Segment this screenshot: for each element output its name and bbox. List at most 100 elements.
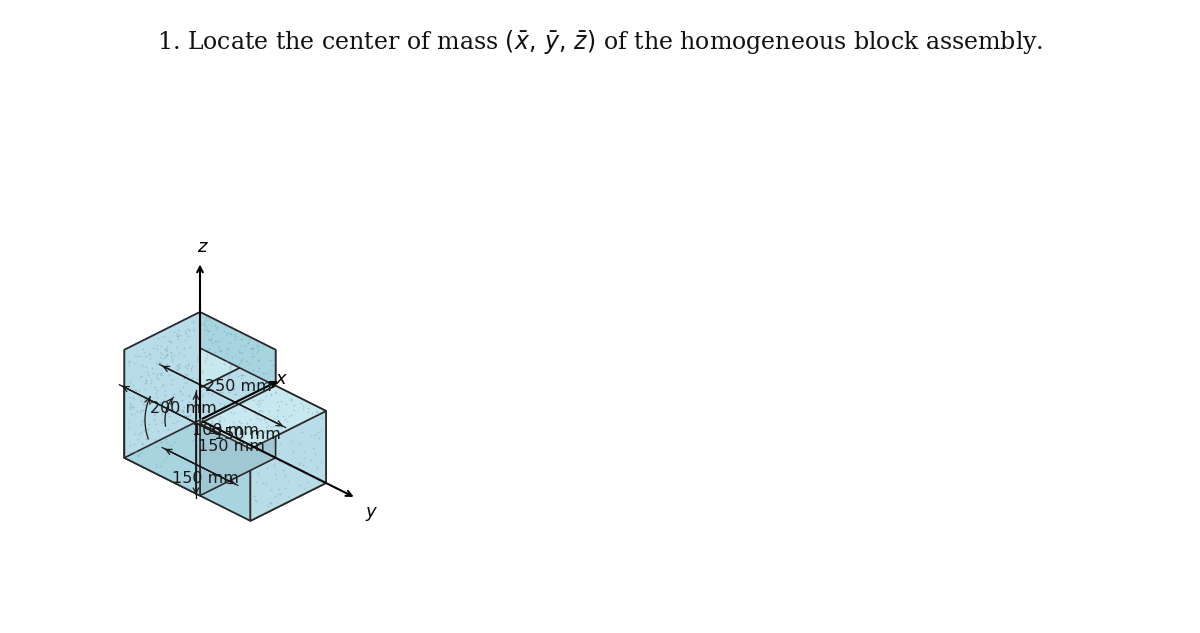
Point	[164, 389, 184, 399]
Point	[215, 414, 234, 424]
Point	[244, 395, 263, 405]
Point	[222, 406, 241, 417]
Point	[222, 352, 241, 362]
Point	[151, 387, 170, 397]
Point	[161, 371, 180, 381]
Point	[179, 363, 198, 373]
Point	[155, 330, 174, 341]
Point	[158, 408, 178, 418]
Point	[138, 370, 157, 380]
Point	[262, 441, 281, 451]
Point	[151, 370, 170, 380]
Point	[121, 400, 140, 410]
Point	[162, 382, 181, 392]
Point	[245, 408, 264, 418]
Point	[158, 384, 178, 394]
Point	[179, 324, 198, 334]
Point	[175, 326, 194, 336]
Point	[302, 408, 322, 418]
Point	[274, 411, 293, 422]
Point	[278, 476, 298, 486]
Point	[174, 350, 193, 360]
Point	[239, 334, 258, 344]
Point	[168, 331, 187, 341]
Point	[163, 418, 182, 428]
Point	[270, 448, 289, 458]
Point	[284, 404, 304, 415]
Point	[139, 389, 158, 399]
Point	[203, 417, 222, 427]
Point	[310, 434, 329, 444]
Point	[301, 454, 320, 465]
Point	[168, 341, 187, 351]
Point	[144, 376, 163, 386]
Point	[208, 363, 227, 373]
Point	[175, 378, 194, 388]
Point	[247, 413, 266, 423]
Point	[190, 406, 209, 416]
Point	[263, 420, 282, 430]
Point	[124, 380, 143, 390]
Point	[182, 361, 202, 372]
Point	[143, 363, 162, 373]
Point	[184, 401, 203, 411]
Point	[262, 485, 281, 495]
Point	[260, 365, 280, 375]
Point	[155, 443, 174, 453]
Polygon shape	[125, 348, 326, 449]
Point	[294, 447, 313, 457]
Point	[252, 432, 271, 442]
Point	[175, 403, 194, 413]
Point	[210, 387, 229, 397]
Point	[127, 385, 146, 396]
Point	[146, 388, 166, 398]
Point	[223, 427, 242, 437]
Point	[260, 498, 280, 508]
Point	[251, 430, 270, 440]
Point	[257, 463, 276, 473]
Point	[120, 439, 139, 449]
Point	[162, 346, 181, 356]
Point	[185, 398, 204, 408]
Point	[196, 354, 215, 364]
Point	[150, 358, 169, 368]
Point	[185, 404, 204, 414]
Point	[164, 384, 184, 394]
Point	[173, 389, 192, 399]
Point	[294, 401, 313, 411]
Point	[244, 351, 263, 361]
Point	[143, 343, 162, 353]
Point	[172, 410, 191, 420]
Point	[214, 358, 233, 368]
Point	[239, 437, 258, 448]
Point	[202, 398, 221, 408]
Point	[270, 401, 289, 411]
Point	[124, 402, 143, 412]
Point	[163, 467, 182, 477]
Point	[178, 396, 197, 406]
Point	[186, 460, 205, 470]
Point	[160, 370, 179, 380]
Point	[247, 435, 266, 445]
Point	[174, 342, 193, 353]
Point	[260, 429, 280, 439]
Point	[131, 370, 150, 380]
Point	[305, 449, 324, 460]
Point	[155, 352, 174, 362]
Point	[258, 368, 277, 378]
Point	[203, 418, 222, 428]
Point	[274, 465, 293, 475]
Point	[156, 367, 175, 377]
Point	[144, 410, 163, 420]
Point	[205, 347, 224, 357]
Point	[188, 365, 208, 375]
Point	[169, 331, 188, 341]
Point	[149, 359, 168, 369]
Point	[126, 351, 145, 361]
Point	[186, 396, 205, 406]
Point	[168, 403, 187, 413]
Point	[182, 373, 202, 383]
Point	[200, 364, 220, 374]
Point	[127, 351, 146, 361]
Point	[145, 382, 164, 392]
